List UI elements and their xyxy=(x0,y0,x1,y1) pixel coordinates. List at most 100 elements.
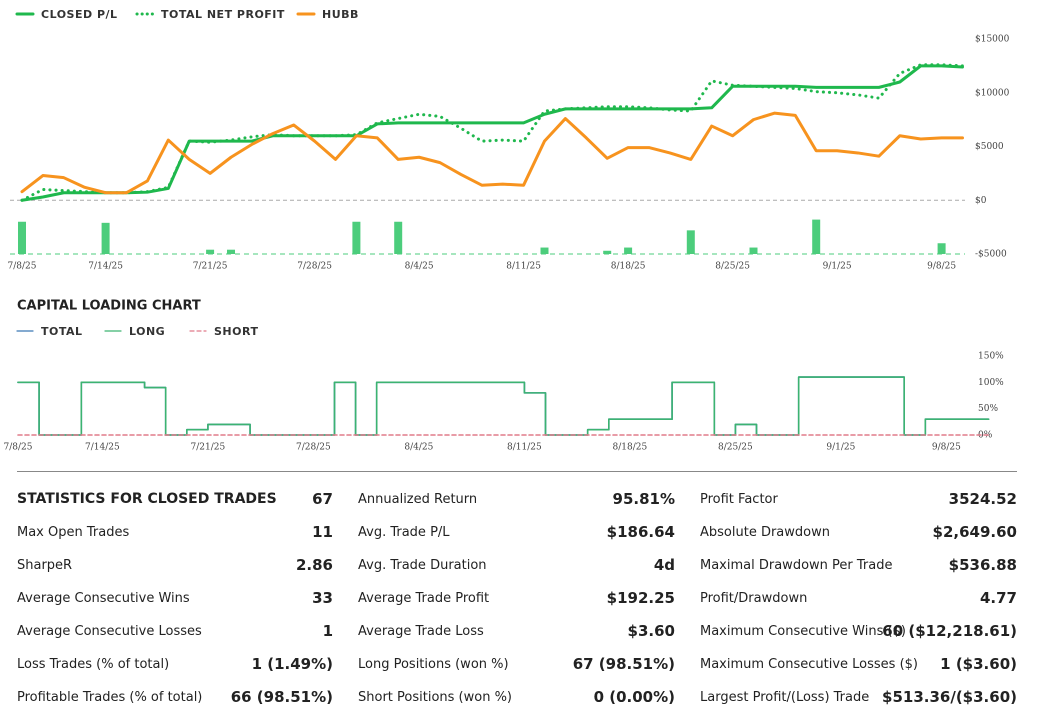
stat-value: 1 (1.49%) xyxy=(251,655,333,673)
x-tick-label: 8/25/25 xyxy=(715,262,750,272)
x-tick-label: 7/28/25 xyxy=(297,262,332,272)
stat-value: $536.88 xyxy=(948,556,1017,574)
chart-title: CAPITAL LOADING CHART xyxy=(17,299,201,314)
stat-value: 4d xyxy=(653,556,675,574)
bar xyxy=(352,221,361,254)
x-tick-label: 9/8/25 xyxy=(932,443,961,453)
stat-value: 4.77 xyxy=(979,589,1017,607)
series-line xyxy=(20,111,964,195)
x-tick-label: 9/1/25 xyxy=(823,262,852,272)
y-tick-label: $10000 xyxy=(975,88,1010,98)
stat-value: 11 xyxy=(312,523,333,541)
x-tick-label: 7/8/25 xyxy=(8,262,37,272)
x-tick-label: 9/8/25 xyxy=(927,262,956,272)
series-line xyxy=(17,376,990,436)
series-line xyxy=(20,63,964,202)
stat-label: Profit/Drawdown xyxy=(700,591,808,606)
stat-value: 66 (98.51%) xyxy=(230,688,333,706)
y-tick-label: $5000 xyxy=(975,142,1004,152)
bar xyxy=(540,247,549,254)
stat-label: Avg. Trade Duration xyxy=(358,558,487,573)
stat-label: Average Consecutive Losses xyxy=(17,624,202,639)
table-row: STATISTICS FOR CLOSED TRADES 67 Annualized… xyxy=(0,484,1039,517)
x-tick-label: 7/21/25 xyxy=(193,262,228,272)
stat-value: 60 ($12,218.61) xyxy=(882,622,1017,640)
stat-label: Avg. Trade P/L xyxy=(358,525,450,540)
stat-label: Maximum Consecutive Losses ($) xyxy=(700,657,918,672)
legend-label: TOTAL NET PROFIT xyxy=(161,8,285,21)
stat-value: $513.36/($3.60) xyxy=(882,688,1017,706)
series-line xyxy=(20,64,964,202)
bar xyxy=(101,222,110,254)
bar xyxy=(937,243,946,254)
stat-label: Average Trade Loss xyxy=(358,624,484,639)
y-tick-label: $15000 xyxy=(975,35,1010,45)
bar xyxy=(394,221,403,254)
bar xyxy=(206,249,215,254)
stat-label: Profit Factor xyxy=(700,492,778,507)
x-tick-label: 8/18/25 xyxy=(613,443,648,453)
stat-label: STATISTICS FOR CLOSED TRADES xyxy=(17,491,277,507)
stat-value: $192.25 xyxy=(606,589,675,607)
legend-label: CLOSED P/L xyxy=(41,8,118,21)
bar xyxy=(18,221,26,254)
stat-label: Loss Trades (% of total) xyxy=(17,657,170,672)
x-tick-label: 8/4/25 xyxy=(405,262,434,272)
stat-value: 1 ($3.60) xyxy=(940,655,1017,673)
x-tick-label: 7/21/25 xyxy=(191,443,226,453)
y-tick-label: 150% xyxy=(978,352,1004,362)
stat-value: $2,649.60 xyxy=(932,523,1017,541)
stat-value: 67 xyxy=(312,490,333,508)
legend-label: TOTAL xyxy=(41,325,83,338)
stat-value: $186.64 xyxy=(606,523,675,541)
stat-label: Average Consecutive Wins xyxy=(17,591,190,606)
table-row: Average Consecutive Wins 33 Average Trade … xyxy=(0,583,1039,616)
y-tick-label: -$5000 xyxy=(975,250,1007,260)
x-tick-label: 8/4/25 xyxy=(404,443,433,453)
table-row: Average Consecutive Losses 1 Average Trade… xyxy=(0,616,1039,649)
legend-label: LONG xyxy=(129,325,165,338)
stat-label: Largest Profit/(Loss) Trade xyxy=(700,690,870,705)
x-tick-label: 8/11/25 xyxy=(507,443,542,453)
stat-value: 0 (0.00%) xyxy=(593,688,675,706)
x-tick-label: 9/1/25 xyxy=(826,443,855,453)
stat-value: 95.81% xyxy=(612,490,675,508)
series-line xyxy=(17,376,990,436)
stat-value: 3524.52 xyxy=(948,490,1017,508)
stat-label: Profitable Trades (% of total) xyxy=(17,690,203,705)
stat-label: Maximum Consecutive Wins ($) xyxy=(700,624,906,639)
x-tick-label: 7/28/25 xyxy=(296,443,331,453)
stat-label: Short Positions (won %) xyxy=(358,690,512,705)
x-tick-label: 8/18/25 xyxy=(611,262,646,272)
bar xyxy=(686,230,695,254)
y-tick-label: $0 xyxy=(975,196,987,206)
legend-label: HUBB xyxy=(322,8,359,21)
stat-value: 2.86 xyxy=(295,556,333,574)
stat-value: 33 xyxy=(312,589,333,607)
x-tick-label: 8/25/25 xyxy=(718,443,753,453)
bar xyxy=(749,247,758,254)
x-tick-label: 7/14/25 xyxy=(88,262,123,272)
stat-label: Long Positions (won %) xyxy=(358,657,509,672)
table-row: SharpeR 2.86 Avg. Trade Duration 4d Maximal … xyxy=(0,550,1039,583)
y-tick-label: 100% xyxy=(978,378,1004,388)
stat-label: Average Trade Profit xyxy=(358,591,490,606)
stat-label: Max Open Trades xyxy=(17,525,130,540)
x-tick-label: 7/8/25 xyxy=(4,443,33,453)
y-tick-label: 50% xyxy=(978,404,998,414)
stat-label: SharpeR xyxy=(17,558,73,573)
table-row: Loss Trades (% of total) 1 (1.49%) Long Po… xyxy=(0,649,1039,682)
bar xyxy=(603,250,612,254)
stat-label: Maximal Drawdown Per Trade xyxy=(700,558,893,573)
x-tick-label: 8/11/25 xyxy=(506,262,541,272)
stat-label: Annualized Return xyxy=(358,492,478,507)
stat-value: 67 (98.51%) xyxy=(572,655,675,673)
x-tick-label: 7/14/25 xyxy=(85,443,120,453)
bar xyxy=(812,219,821,254)
bar xyxy=(227,249,235,254)
bar xyxy=(624,247,633,254)
table-row: Profitable Trades (% of total) 66 (98.51%… xyxy=(0,682,1039,715)
charts: CAPITAL LOADING CHART -$5000 $0 $5000 $1000… xyxy=(4,8,1017,472)
stat-value: 1 xyxy=(322,622,333,640)
